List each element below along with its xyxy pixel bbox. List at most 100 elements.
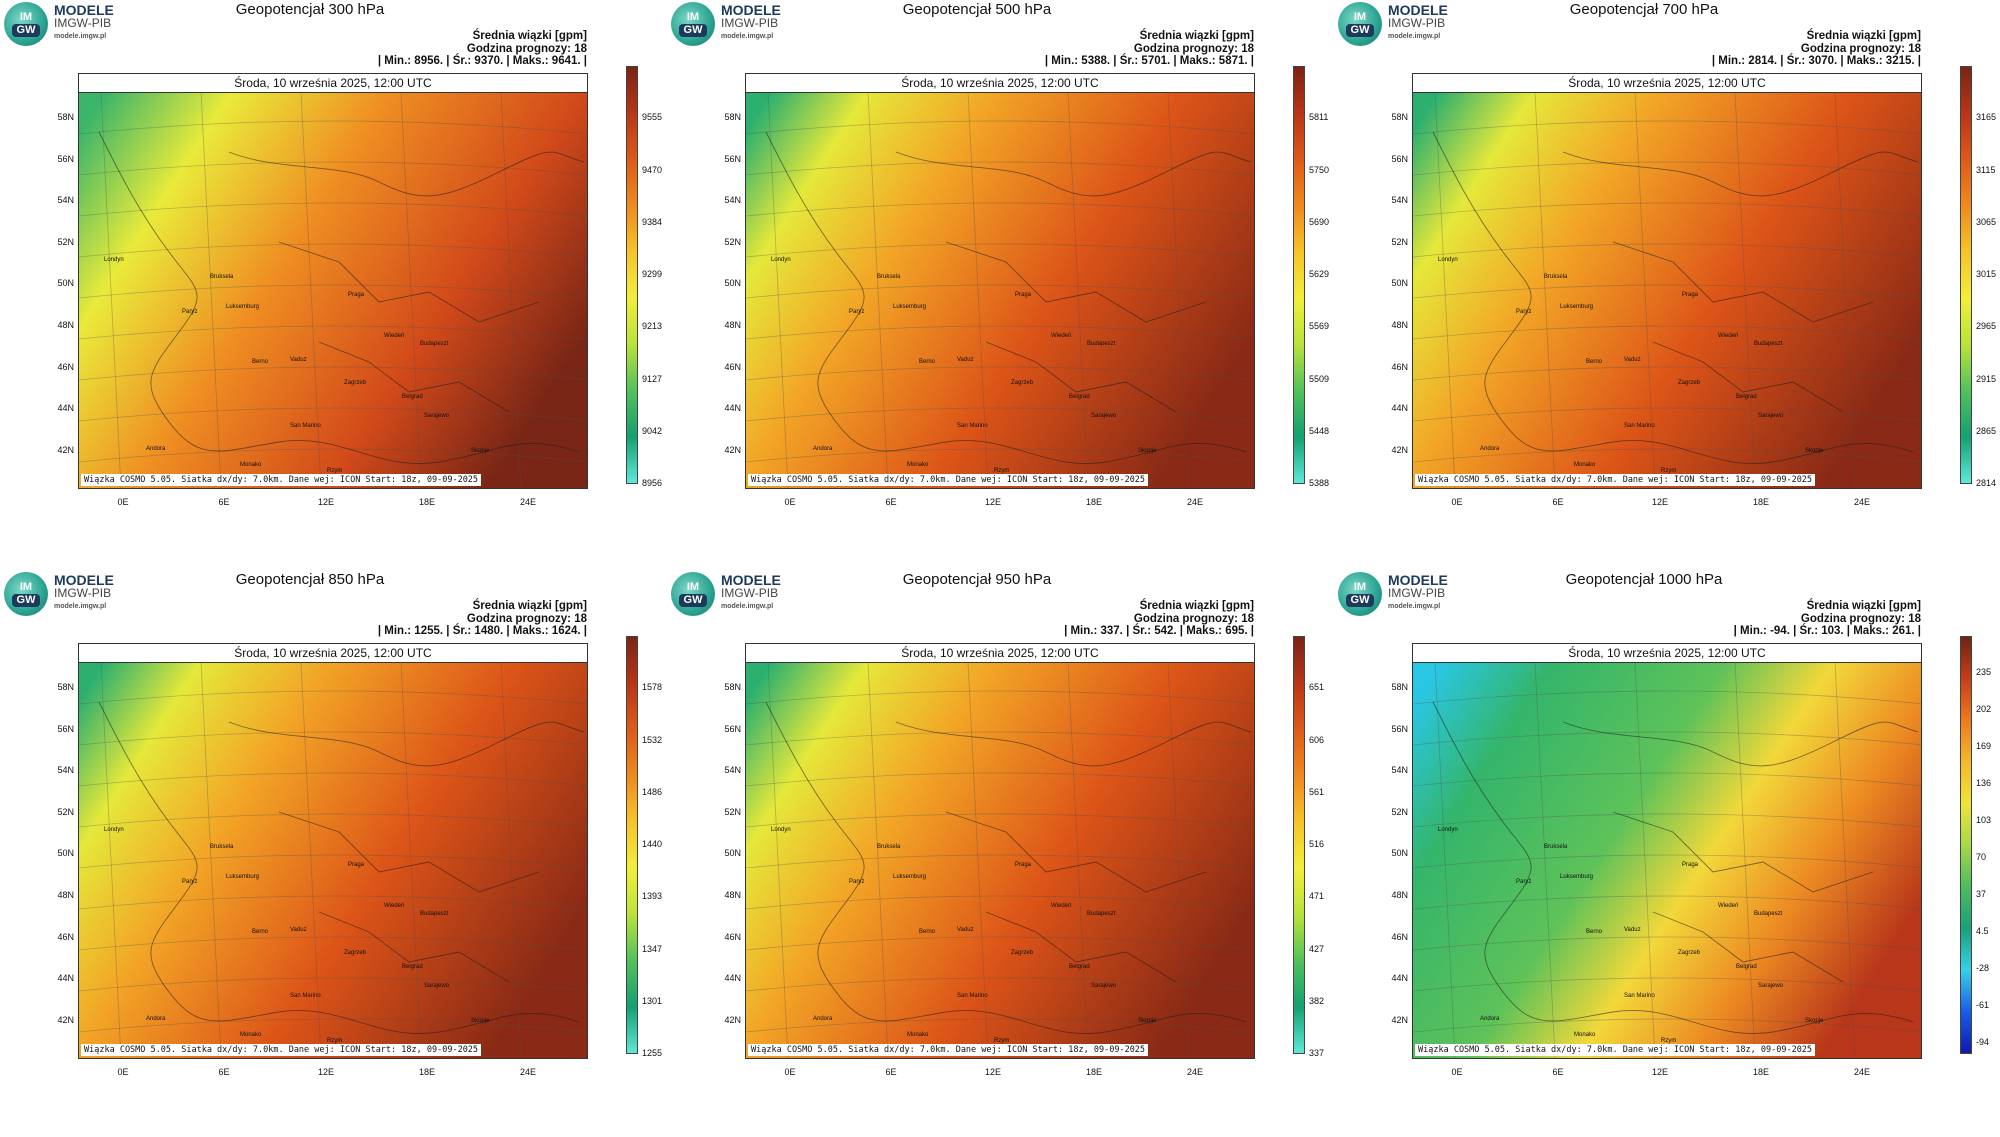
city-label: San Marino — [290, 423, 321, 429]
lon-label: 6E — [885, 497, 897, 507]
city-label: Vaduz — [290, 927, 307, 933]
colorbar-tick-label: 5569 — [1309, 321, 1330, 332]
city-label: Sarajewo — [1091, 983, 1117, 989]
lat-label: 56N — [57, 154, 74, 164]
city-label: San Marino — [957, 423, 988, 429]
city-label: Berno — [1586, 359, 1603, 365]
panel-subtitle: Średnia wiązki [gpm] — [1806, 600, 1921, 612]
longitude-gridline — [400, 92, 422, 488]
panel-title: Geopotencjał 700 hPa — [1569, 1, 1719, 18]
panel-title: Geopotencjał 300 hPa — [235, 1, 385, 18]
city-label: Bruksela — [877, 844, 901, 850]
brand-name: MODELE — [54, 2, 114, 18]
latitude-gridline — [1413, 731, 1921, 746]
latitude-gridline — [1413, 895, 1921, 910]
city-label: Andora — [146, 1016, 166, 1022]
latitude-gridline — [1413, 772, 1921, 787]
latitude-gridline — [746, 895, 1254, 910]
map-date: Środa, 10 września 2025, 12:00 UTC — [746, 74, 1254, 93]
forecast-hour: Godzina prognozy: 18 — [466, 612, 587, 625]
colorbar-tick-label: 2915 — [1976, 373, 1997, 384]
latitude-gridline — [79, 120, 587, 135]
colorbar-tick-label: 337 — [1309, 1048, 1325, 1058]
colorbar-tick-label: 606 — [1309, 734, 1325, 745]
city-label: Sarajewo — [1091, 413, 1117, 419]
lon-label: 18E — [1752, 1067, 1769, 1077]
lon-label: 18E — [418, 1067, 435, 1077]
colorbar-tick-label: 9470 — [642, 164, 663, 175]
city-label: Belgrad — [402, 964, 423, 970]
brand-org: IMGW-PIB — [721, 586, 779, 600]
map-frame: Środa, 10 września 2025, 12:00 UTC Wiązk… — [78, 73, 588, 489]
colorbar-tick-label: 9384 — [642, 216, 663, 227]
city-label: Skopje — [1138, 1018, 1157, 1024]
latitude-gridline — [79, 731, 587, 746]
brand-name: MODELE — [1388, 572, 1448, 588]
city-label: Paryż — [1516, 309, 1532, 315]
city-label: Rzym — [1661, 1038, 1677, 1044]
city-label: Praga — [348, 862, 365, 868]
city-label: Zagrzeb — [1678, 380, 1701, 386]
city-label: Luksemburg — [893, 874, 927, 880]
coastline — [765, 701, 1252, 1034]
city-label: Sarajewo — [424, 413, 450, 419]
longitude-gridline — [967, 662, 989, 1058]
panel-stats: | Min.: 337. | Śr.: 542. | Maks.: 695. | — [1064, 625, 1254, 637]
lon-label: 0E — [117, 1067, 129, 1077]
city-label: Londyn — [1438, 257, 1458, 263]
latitude-gridline — [746, 325, 1254, 340]
city-label: Berno — [1586, 929, 1603, 935]
field-svg — [1413, 662, 1921, 1058]
lat-label: 42N — [724, 445, 741, 455]
city-label: Andora — [813, 446, 833, 452]
city-label: Skopje — [1138, 448, 1157, 454]
city-label: Vaduz — [1624, 357, 1641, 363]
colorbar — [1293, 66, 1305, 484]
lat-label: 56N — [57, 724, 74, 734]
panel-stats: | Min.: 1255. | Śr.: 1480. | Maks.: 1624… — [377, 625, 587, 637]
lat-label: 42N — [57, 1015, 74, 1025]
brand-name: MODELE — [54, 572, 114, 588]
lat-label: 50N — [57, 848, 74, 858]
city-label: Paryż — [182, 879, 198, 885]
city-label: Paryż — [849, 879, 865, 885]
latitude-gridline — [79, 448, 587, 463]
city-label: Londyn — [104, 257, 124, 263]
city-label: Zagrzeb — [1011, 380, 1034, 386]
model-credit: Wiązka COSMO 5.05. Siatka dx/dy: 7.0km. … — [748, 474, 1149, 486]
brand-name: MODELE — [721, 572, 781, 588]
colorbar-tick-label: 8956 — [642, 478, 663, 488]
city-label: Praga — [1682, 862, 1699, 868]
field-svg — [79, 662, 587, 1058]
latitude-gridline — [746, 731, 1254, 746]
longitude-gridline — [1067, 92, 1089, 488]
colorbar — [1960, 66, 1972, 484]
colorbar-tick-label: 9127 — [642, 373, 663, 384]
latitude-gridline — [79, 1018, 587, 1033]
lat-label: 58N — [1391, 112, 1408, 122]
imgw-logo: IM GW — [1338, 2, 1382, 46]
latitude-gridline — [1413, 1018, 1921, 1033]
city-label: Wiedeń — [1051, 333, 1072, 339]
lon-label: 18E — [1752, 497, 1769, 507]
latitude-gridline — [746, 448, 1254, 463]
lat-label: 42N — [1391, 445, 1408, 455]
field-svg — [746, 92, 1254, 488]
city-label: Rzym — [994, 468, 1010, 474]
city-label: Andora — [813, 1016, 833, 1022]
colorbar-tick-label: 5811 — [1309, 112, 1329, 123]
latitude-gridline — [746, 407, 1254, 422]
lat-label: 54N — [724, 195, 741, 205]
lat-label: 52N — [724, 237, 741, 247]
lat-label: 54N — [57, 195, 74, 205]
lon-label: 6E — [218, 497, 230, 507]
lon-label: 24E — [519, 1067, 536, 1077]
city-label: Belgrad — [1736, 964, 1757, 970]
city-label: Budapeszt — [1087, 341, 1116, 347]
brand-url: modele.imgw.pl — [1388, 33, 1441, 40]
map-frame: Środa, 10 września 2025, 12:00 UTC Wiązk… — [745, 643, 1255, 1059]
brand-url: modele.imgw.pl — [721, 33, 774, 40]
lat-label: 52N — [57, 237, 74, 247]
map-date: Środa, 10 września 2025, 12:00 UTC — [1413, 74, 1921, 93]
colorbar — [626, 636, 638, 1054]
